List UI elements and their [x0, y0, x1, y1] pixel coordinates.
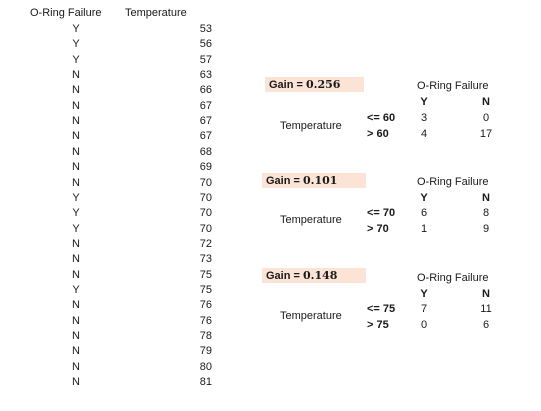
cell-temperature: 75: [199, 284, 212, 296]
row1-y: 3: [420, 112, 428, 124]
cell-temperature: 67: [199, 115, 212, 127]
cell-oring-failure: N: [72, 269, 80, 281]
cell-oring-failure: N: [72, 146, 80, 158]
gain-label: Gain =: [266, 270, 303, 282]
cell-temperature: 80: [199, 361, 212, 373]
gain-box: Gain = 0.101: [262, 173, 366, 188]
cell-oring-failure: N: [72, 253, 80, 265]
cell-temperature: 68: [199, 146, 212, 158]
cell-temperature: 66: [199, 84, 212, 96]
row1-label: <= 75: [367, 303, 396, 315]
cell-temperature: 57: [199, 54, 212, 66]
gain-label: Gain =: [269, 79, 306, 91]
col-n-header: N: [482, 96, 490, 108]
row2-y: 0: [420, 319, 428, 331]
cell-oring-failure: N: [72, 130, 80, 142]
row1-y: 7: [420, 303, 428, 315]
cell-temperature: 63: [199, 69, 212, 81]
col-n-header: N: [482, 288, 490, 300]
class-title: O-Ring Failure: [417, 176, 489, 188]
gain-box: Gain = 0.256: [265, 77, 364, 92]
row2-n: 17: [479, 128, 493, 140]
cell-oring-failure: N: [72, 177, 80, 189]
gain-value: 0.101: [303, 174, 338, 187]
row1-n: 8: [482, 207, 490, 219]
cell-temperature: 73: [199, 253, 212, 265]
header-temperature: Temperature: [125, 7, 187, 19]
cell-temperature: 81: [199, 376, 212, 388]
row1-y: 6: [420, 207, 428, 219]
cell-oring-failure: Y: [72, 207, 80, 219]
col-y-header: Y: [420, 96, 428, 108]
gain-box: Gain = 0.148: [262, 268, 366, 283]
row2-y: 1: [420, 223, 428, 235]
cell-temperature: 79: [199, 345, 212, 357]
cell-temperature: 70: [199, 192, 212, 204]
cell-oring-failure: Y: [72, 23, 80, 35]
gain-label: Gain =: [266, 175, 303, 187]
row2-label: > 75: [367, 319, 389, 331]
row2-n: 9: [482, 223, 490, 235]
cell-oring-failure: N: [72, 299, 80, 311]
cell-temperature: 56: [199, 38, 212, 50]
header-oring-failure: O-Ring Failure: [30, 7, 102, 19]
class-title: O-Ring Failure: [417, 272, 489, 284]
cell-oring-failure: Y: [72, 223, 80, 235]
cell-oring-failure: N: [72, 69, 80, 81]
cell-oring-failure: N: [72, 115, 80, 127]
cell-oring-failure: Y: [72, 54, 80, 66]
cell-oring-failure: Y: [72, 38, 80, 50]
cell-temperature: 75: [199, 269, 212, 281]
col-y-header: Y: [420, 288, 428, 300]
cell-temperature: 67: [199, 130, 212, 142]
cell-temperature: 69: [199, 161, 212, 173]
cell-oring-failure: N: [72, 238, 80, 250]
cell-temperature: 70: [199, 177, 212, 189]
cell-temperature: 67: [199, 100, 212, 112]
cell-oring-failure: N: [72, 100, 80, 112]
class-title: O-Ring Failure: [417, 80, 489, 92]
cell-oring-failure: N: [72, 330, 80, 342]
cell-temperature: 76: [199, 315, 212, 327]
cell-oring-failure: N: [72, 345, 80, 357]
cell-oring-failure: Y: [72, 284, 80, 296]
cell-temperature: 70: [199, 207, 212, 219]
cell-oring-failure: N: [72, 376, 80, 388]
row1-label: <= 60: [367, 112, 396, 124]
row1-n: 11: [480, 303, 492, 315]
attribute-label: Temperature: [280, 214, 342, 226]
row2-label: > 70: [367, 223, 389, 235]
attribute-label: Temperature: [280, 310, 342, 322]
cell-oring-failure: N: [72, 84, 80, 96]
col-n-header: N: [482, 192, 490, 204]
cell-oring-failure: Y: [72, 192, 80, 204]
gain-value: 0.256: [306, 78, 341, 91]
cell-temperature: 78: [199, 330, 212, 342]
row2-y: 4: [420, 128, 428, 140]
cell-oring-failure: N: [72, 161, 80, 173]
row1-n: 0: [482, 112, 490, 124]
cell-temperature: 53: [199, 23, 212, 35]
attribute-label: Temperature: [280, 120, 342, 132]
row2-label: > 60: [367, 128, 389, 140]
cell-oring-failure: N: [72, 361, 80, 373]
row1-label: <= 70: [367, 207, 396, 219]
row2-n: 6: [482, 319, 490, 331]
cell-temperature: 72: [199, 238, 212, 250]
gain-value: 0.148: [303, 269, 338, 282]
cell-temperature: 70: [199, 223, 212, 235]
cell-oring-failure: N: [72, 315, 80, 327]
col-y-header: Y: [420, 192, 428, 204]
cell-temperature: 76: [199, 299, 212, 311]
